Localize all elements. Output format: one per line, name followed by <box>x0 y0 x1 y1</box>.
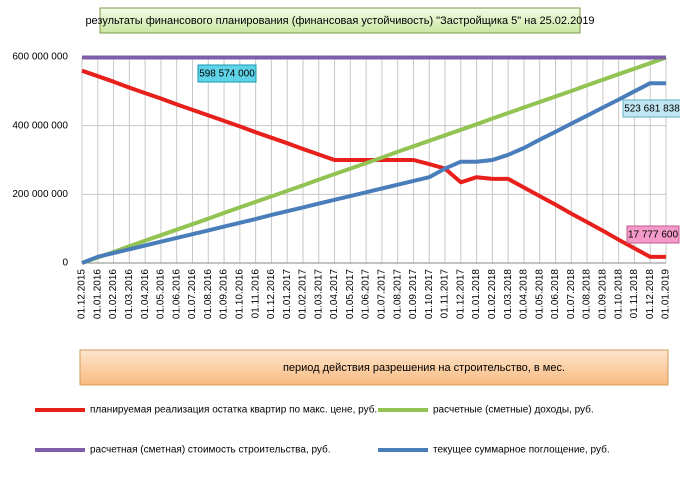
x-tick-label: 01.07.2017 <box>377 269 388 319</box>
x-tick-label: 01.09.2017 <box>408 269 419 319</box>
x-tick-label: 01.10.2017 <box>424 269 435 319</box>
x-tick-label: 01.09.2018 <box>598 269 609 319</box>
annotation-box <box>626 225 680 244</box>
x-tick-label: 01.05.2017 <box>345 269 356 319</box>
y-tick-label: 600 000 000 <box>12 52 68 63</box>
annotation-box <box>197 64 257 83</box>
x-axis-label: период действия разрешения на строительс… <box>283 362 565 374</box>
annotation: 17 777 600 <box>628 230 678 241</box>
series-line <box>81 81 666 265</box>
x-tick-label: 01.01.2017 <box>282 269 293 319</box>
x-tick-label: 01.12.2017 <box>455 269 466 319</box>
x-tick-label: 01.01.2019 <box>661 269 672 319</box>
x-tick-label: 01.02.2018 <box>487 269 498 319</box>
x-tick-label: 01.11.2018 <box>629 269 640 319</box>
x-tick-label: 01.06.2016 <box>171 269 182 319</box>
x-tick-label: 01.06.2017 <box>361 269 372 319</box>
x-tick-label: 01.02.2017 <box>298 269 309 319</box>
x-tick-label: 01.05.2018 <box>534 269 545 319</box>
x-tick-label: 01.10.2016 <box>234 269 245 319</box>
x-tick-label: 01.07.2018 <box>566 269 577 319</box>
x-tick-label: 01.11.2016 <box>250 269 261 319</box>
x-tick-label: 01.04.2018 <box>519 269 530 319</box>
legend-label: расчетная (сметная) стоимость строительс… <box>90 444 331 456</box>
x-tick-label: 01.02.2016 <box>108 269 119 319</box>
x-tick-label: 01.05.2016 <box>156 269 167 319</box>
series-line <box>81 55 667 265</box>
x-tick-label: 01.12.2015 <box>77 269 88 319</box>
x-tick-label: 01.09.2016 <box>219 269 230 319</box>
y-tick-label: 200 000 000 <box>12 189 68 200</box>
x-tick-label: 01.06.2018 <box>550 269 561 319</box>
x-tick-label: 01.11.2017 <box>440 269 451 319</box>
x-tick-label: 01.07.2016 <box>187 269 198 319</box>
x-tick-label: 01.08.2017 <box>392 269 403 319</box>
legend-label: расчетные (сметные) доходы, руб. <box>433 404 594 416</box>
x-tick-label: 01.03.2018 <box>503 269 514 319</box>
x-tick-label: 01.12.2018 <box>645 269 656 319</box>
chart-title: результаты финансового планирования (фин… <box>85 15 594 27</box>
legend-label: планируемая реализация остатка квартир п… <box>90 404 377 416</box>
annotation: 598 574 000 <box>199 69 255 80</box>
x-tick-label: 01.08.2016 <box>203 269 214 319</box>
x-tick-label: 01.10.2018 <box>613 269 624 319</box>
y-tick-label: 400 000 000 <box>12 120 68 131</box>
x-tick-label: 01.01.2016 <box>92 269 103 319</box>
y-tick-label: 0 <box>62 258 68 269</box>
x-tick-label: 01.03.2016 <box>124 269 135 319</box>
annotation-box <box>622 99 680 118</box>
x-tick-label: 01.04.2016 <box>140 269 151 319</box>
x-label-box <box>79 349 669 386</box>
legend-label: текущее суммарное поглощение, руб. <box>433 444 610 456</box>
title-box <box>99 7 581 34</box>
x-tick-label: 01.08.2018 <box>582 269 593 319</box>
x-tick-label: 01.01.2018 <box>471 269 482 319</box>
series-line <box>81 68 666 259</box>
annotation: 523 681 838 <box>624 104 680 115</box>
x-tick-label: 01.12.2016 <box>266 269 277 319</box>
x-tick-label: 01.04.2017 <box>329 269 340 319</box>
x-tick-label: 01.03.2017 <box>313 269 324 319</box>
